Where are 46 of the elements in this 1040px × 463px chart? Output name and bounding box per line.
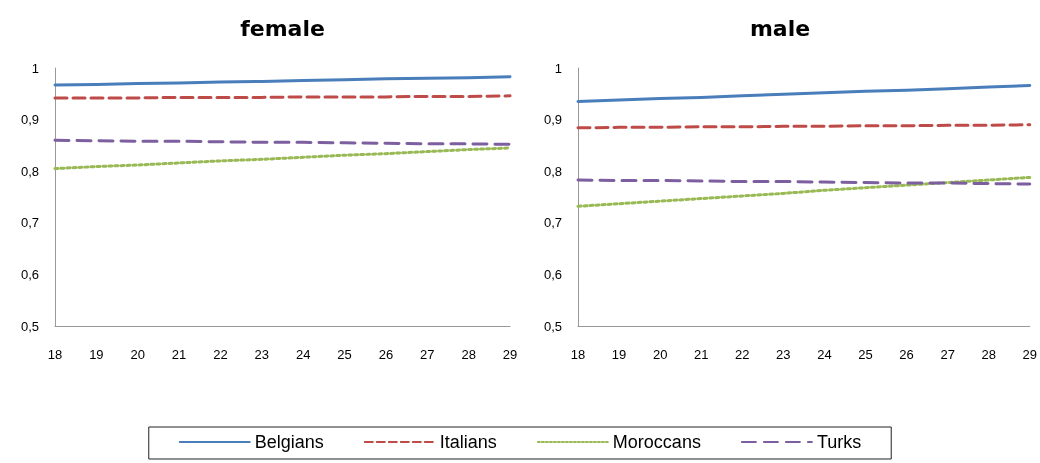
y-tick-label: 0,5 <box>543 318 562 334</box>
line-series <box>53 146 512 171</box>
x-tick-label: 18 <box>47 347 63 362</box>
y-tick-label: 0,9 <box>543 112 562 128</box>
x-tick-label: 29 <box>502 347 518 362</box>
x-tick-label: 22 <box>213 347 228 362</box>
chart-title: male <box>749 15 811 41</box>
x-tick-label: 24 <box>817 347 832 362</box>
y-tick-label: 1 <box>31 60 39 76</box>
legend-label: Moroccans <box>612 432 701 452</box>
x-tick-label: 25 <box>337 347 352 362</box>
line-series <box>53 75 512 87</box>
x-tick-label: 22 <box>735 347 750 362</box>
x-tick-label: 20 <box>652 347 668 362</box>
x-tick-label: 26 <box>378 347 394 362</box>
x-tick-label: 19 <box>89 347 104 362</box>
x-tick-label: 20 <box>130 347 145 362</box>
x-tick-label: 28 <box>981 347 996 362</box>
y-tick-label: 0,6 <box>543 266 562 282</box>
y-tick-label: 1 <box>554 60 562 76</box>
legend-label: Turks <box>816 432 862 452</box>
x-tick-label: 24 <box>295 347 311 362</box>
x-tick-label: 27 <box>940 347 955 362</box>
y-tick-label: 0,5 <box>20 318 39 334</box>
y-tick-label: 0,7 <box>20 215 39 231</box>
y-tick-label: 0,8 <box>543 163 562 179</box>
chart-title: female <box>240 15 325 41</box>
x-tick-label: 21 <box>171 347 187 362</box>
x-tick-label: 28 <box>461 347 476 362</box>
x-tick-label: 23 <box>254 347 270 362</box>
y-tick-label: 0,8 <box>20 163 39 179</box>
x-tick-label: 26 <box>899 347 914 362</box>
y-tick-label: 0,9 <box>20 112 39 128</box>
x-tick-label: 25 <box>858 347 873 362</box>
y-tick-label: 0,7 <box>543 215 562 231</box>
x-tick-label: 29 <box>1022 347 1037 362</box>
x-tick-label: 19 <box>611 347 627 362</box>
x-tick-label: 23 <box>776 347 791 362</box>
line-series <box>576 84 1032 104</box>
line-series <box>576 175 1032 208</box>
legend-label: Belgians <box>254 432 324 452</box>
y-tick-label: 0,6 <box>20 266 39 282</box>
x-tick-label: 27 <box>420 347 435 362</box>
legend-label: Italians <box>439 432 497 452</box>
x-tick-label: 18 <box>570 347 586 362</box>
x-tick-label: 21 <box>693 347 709 362</box>
